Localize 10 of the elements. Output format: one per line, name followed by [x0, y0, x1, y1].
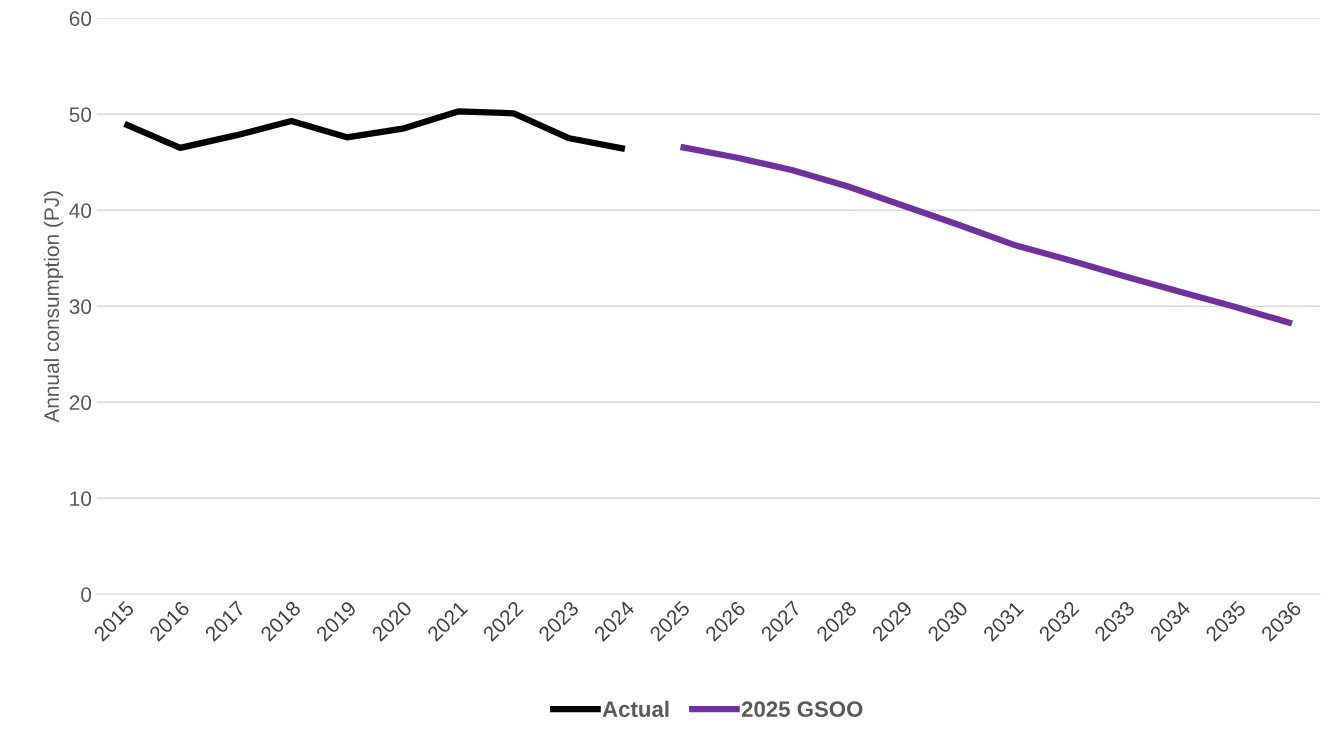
y-tick-label: 30	[69, 299, 92, 315]
y-axis-title: Annual consumption (PJ)	[43, 191, 64, 423]
y-tick-label: 10	[70, 491, 92, 507]
legend-label: 2025 GSOO	[741, 701, 863, 718]
y-tick-label: 50	[69, 107, 92, 123]
legend-label: Actual	[602, 700, 669, 718]
y-tick-label: 0	[81, 587, 92, 603]
y-tick-label: 20	[69, 395, 92, 411]
y-tick-label: 40	[69, 203, 92, 219]
y-tick-label: 60	[69, 11, 92, 27]
